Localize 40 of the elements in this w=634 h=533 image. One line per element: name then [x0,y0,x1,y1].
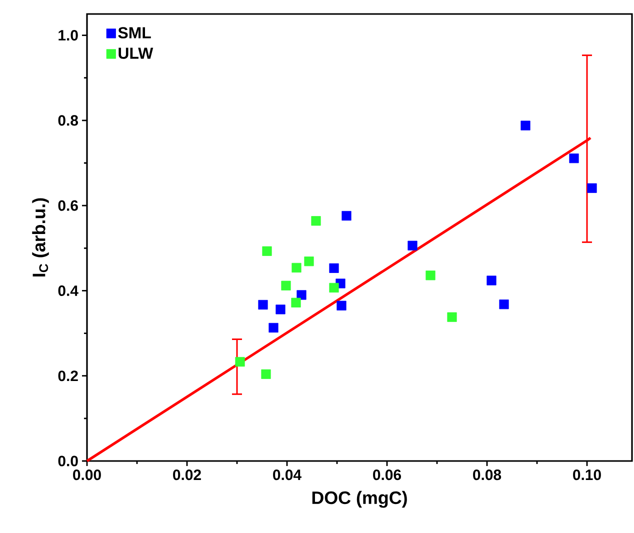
point [447,312,457,322]
point [276,304,286,314]
point [329,263,339,273]
point [426,270,436,280]
point [292,262,302,273]
point [311,216,321,226]
y-tick-label: 0.2 [58,370,78,382]
point [587,183,597,193]
point [258,300,268,310]
y-tick-label: 0.8 [58,115,78,126]
y-tick-label: 0.0 [58,456,78,466]
point [520,120,530,130]
y-tick-label: 0.4 [58,285,78,296]
point [336,300,346,310]
point [291,298,301,308]
legend-label: ULW [118,48,154,59]
point [329,282,339,293]
x-tick-label: 0.04 [273,470,302,480]
point [235,357,245,367]
legend-label: SML [118,27,151,38]
x-tick-label: 0.10 [573,470,601,480]
point [281,280,291,290]
point [261,369,271,379]
point [569,154,579,164]
point [486,276,496,286]
x-tick-label: 0.08 [473,470,502,480]
y-tick-label: 0.6 [58,200,78,211]
x-tick-label: 0.02 [173,470,201,480]
point [262,246,272,256]
point [499,300,509,310]
point [408,240,418,250]
point [268,322,278,333]
x-axis-title: DOC (mgC) [312,490,407,508]
y-axis-title: I$_{C}$ (arb.u.) [32,198,49,276]
point [304,256,314,266]
y-tick-label: 1.0 [58,30,78,41]
point [342,210,352,221]
point [296,290,306,300]
x-tick-label: 0.06 [373,470,401,480]
x-tick-label: 0.00 [73,470,101,480]
